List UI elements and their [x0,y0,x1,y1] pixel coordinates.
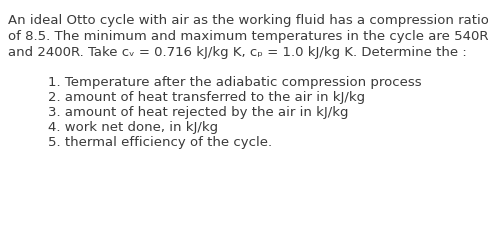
Text: and 2400R. Take cᵥ = 0.716 kJ/kg K, cₚ = 1.0 kJ/kg K. Determine the :: and 2400R. Take cᵥ = 0.716 kJ/kg K, cₚ =… [8,46,467,59]
Text: 3. amount of heat rejected by the air in kJ/kg: 3. amount of heat rejected by the air in… [48,106,348,119]
Text: 4. work net done, in kJ/kg: 4. work net done, in kJ/kg [48,121,218,134]
Text: 2. amount of heat transferred to the air in kJ/kg: 2. amount of heat transferred to the air… [48,91,365,104]
Text: 1. Temperature after the adiabatic compression process: 1. Temperature after the adiabatic compr… [48,76,422,89]
Text: of 8.5. The minimum and maximum temperatures in the cycle are 540R: of 8.5. The minimum and maximum temperat… [8,30,488,43]
Text: An ideal Otto cycle with air as the working fluid has a compression ratio: An ideal Otto cycle with air as the work… [8,14,488,27]
Text: 5. thermal efficiency of the cycle.: 5. thermal efficiency of the cycle. [48,136,272,149]
